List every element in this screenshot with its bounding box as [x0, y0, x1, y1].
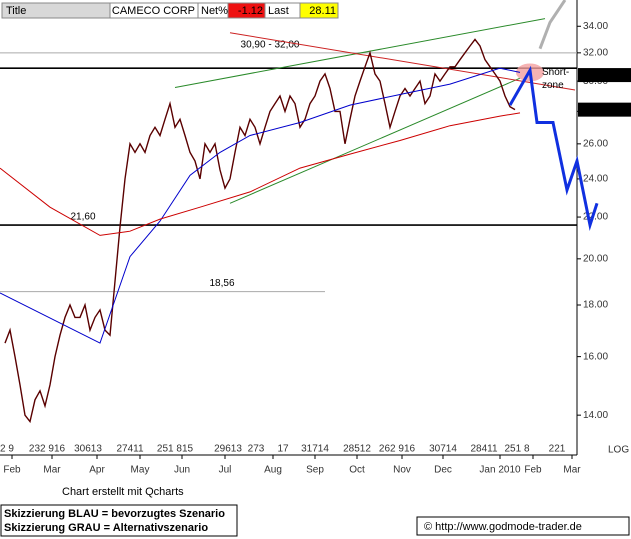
day-tick-label: 17 [277, 444, 289, 455]
note-box [0, 504, 238, 537]
x-tick-label: Oct [349, 465, 365, 476]
scenario-line [538, 0, 567, 50]
day-tick-label: 27411 [116, 444, 144, 455]
net-value: -1.12 [238, 5, 263, 17]
day-tick-label: 262 916 [379, 444, 416, 455]
price-label-box [578, 68, 631, 83]
day-tick-label: 232 916 [29, 444, 66, 455]
x-tick-label: Jul [219, 465, 232, 476]
zone-label: Short- [542, 67, 569, 78]
trendline [229, 32, 576, 91]
y-tick-label: 24.00 [583, 174, 608, 185]
last-value-box [299, 2, 339, 19]
day-tick-label: 273 [248, 444, 265, 455]
day-tick-label: 2 9 [0, 444, 14, 455]
x-tick-label: Sep [306, 465, 324, 476]
y-tick-label: 20.00 [583, 253, 608, 264]
log-label: LOG [608, 445, 629, 456]
last-value: 28.11 [309, 5, 336, 17]
day-tick-label: 31714 [301, 444, 329, 455]
x-tick-label: Mar [563, 465, 581, 476]
last-label: Last [268, 5, 289, 17]
credit: Chart erstellt mit Qcharts [62, 486, 184, 498]
day-tick-label: 29613 [214, 444, 242, 455]
y-tick-label: 34.00 [583, 21, 608, 32]
day-tick-label: 251 8 [504, 444, 529, 455]
y-tick-label: 18.00 [583, 300, 608, 311]
y-tick-label: 22.00 [583, 212, 608, 223]
x-tick-label: Jun [174, 465, 190, 476]
zone-label: zone [542, 80, 564, 91]
symbol: CAMECO CORP [112, 5, 195, 17]
x-tick-label: May [131, 465, 150, 476]
day-tick-label: 30613 [74, 444, 102, 455]
moving-average [0, 67, 521, 344]
x-tick-label: Feb [524, 465, 542, 476]
title-label: Title [6, 5, 26, 17]
price-line [4, 38, 516, 424]
price-label: 28.11 [580, 104, 605, 115]
x-tick-label: Feb [3, 465, 21, 476]
plot-area: 30,90 - 32,00 21,60 18,56 14.00 16.00 18.00 20… [0, 0, 631, 476]
x-tick-label: Aug [264, 465, 282, 476]
level-label: 18,56 [209, 278, 234, 289]
y-tick-label: 32.00 [583, 47, 608, 58]
trendline [174, 18, 546, 88]
y-tick-label: 14.00 [583, 410, 608, 421]
moving-average [0, 112, 521, 236]
source-box [416, 516, 630, 536]
scenario-line [508, 65, 599, 232]
x-tick-label: Jan 2010 [479, 465, 521, 476]
x-tick-label: Apr [89, 465, 105, 476]
day-tick-label: 221 [549, 444, 566, 455]
source: © http://www.godmode-trader.de [424, 521, 582, 533]
x-tick-label: Mar [43, 465, 61, 476]
note-blue: Skizzierung BLAU = bevorzugtes Szenario [4, 508, 225, 520]
x-tick-label: Nov [393, 465, 411, 476]
day-tick-label: 30714 [429, 444, 457, 455]
day-tick-label: 28411 [470, 444, 498, 455]
day-tick-label: 28512 [343, 444, 371, 455]
price-label-box [578, 102, 631, 117]
day-tick-label: 251 815 [157, 444, 194, 455]
level-label: 30,90 - 32,00 [241, 39, 300, 50]
y-tick-label: 16.00 [583, 351, 608, 362]
x-tick-label: Dec [434, 465, 452, 476]
price-label: 30.41661 [580, 70, 622, 81]
level-label: 21,60 [70, 212, 95, 223]
note-gray: Skizzierung GRAU = Alternativszenario [4, 522, 208, 534]
net-label: Net% [201, 5, 228, 17]
y-tick-label: 26.00 [583, 138, 608, 149]
trendline [229, 77, 521, 204]
header: Title CAMECO CORP Net% -1.12 Last 28.11 [1, 2, 339, 19]
